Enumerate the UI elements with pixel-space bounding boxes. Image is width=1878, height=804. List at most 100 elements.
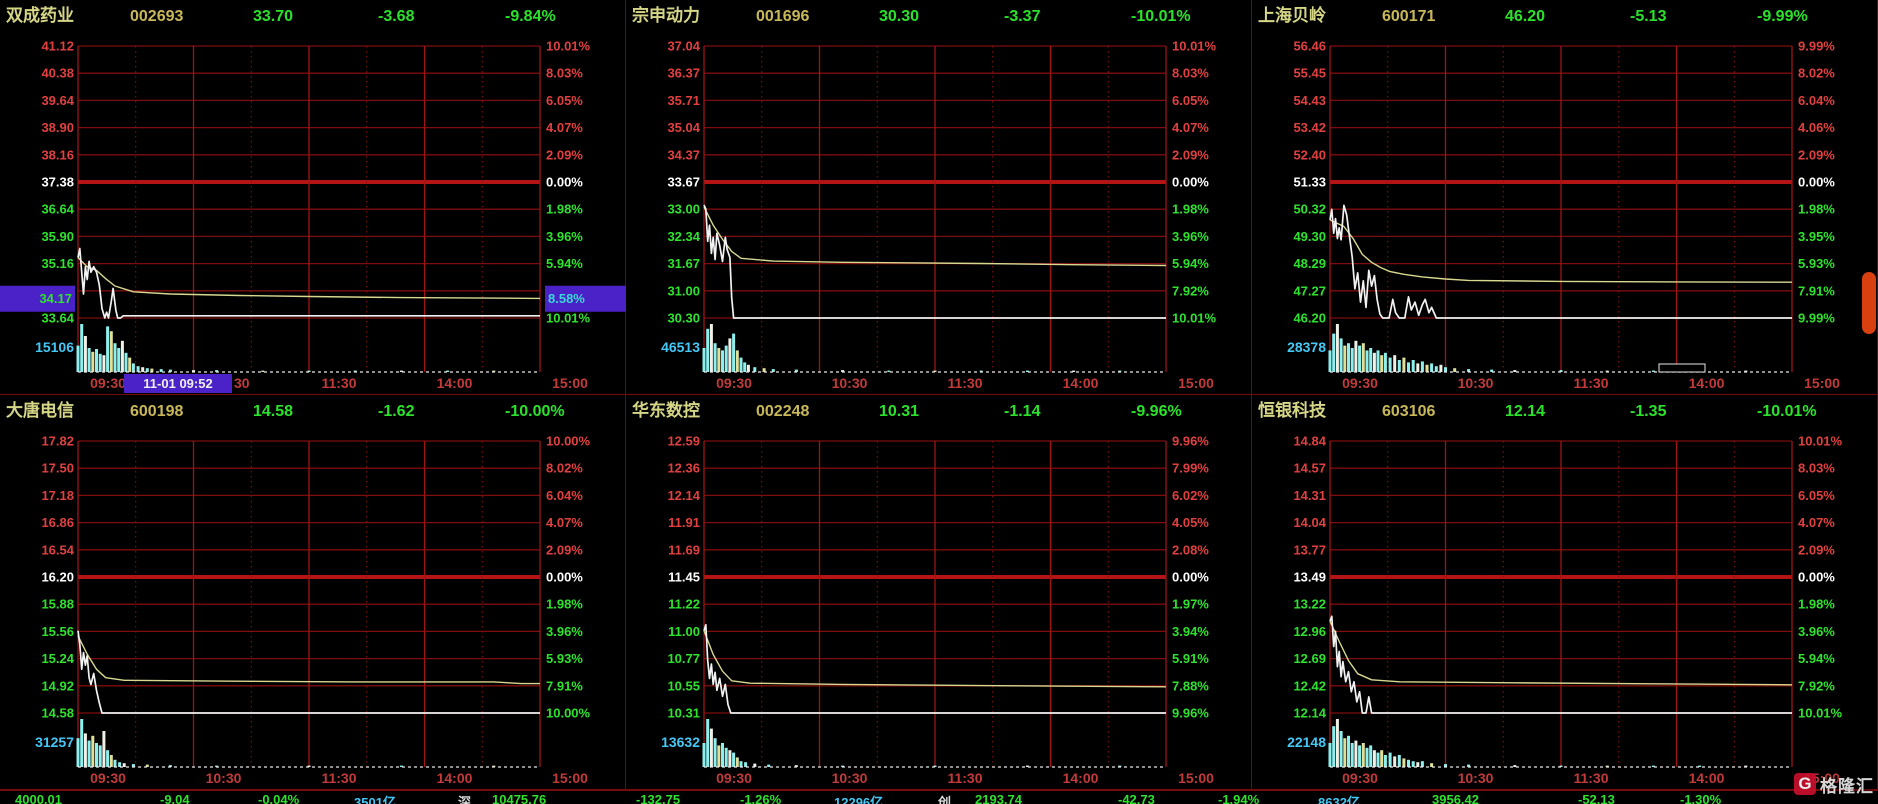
time-axis-label: 11:30 (321, 375, 356, 391)
volume-bar (307, 370, 311, 372)
last-price: 46.20 (1505, 8, 1545, 25)
volume-bar (1361, 743, 1365, 767)
pct-axis-label: 3.96% (546, 229, 583, 244)
volume-bar (109, 755, 113, 767)
price-axis-label: 10.55 (667, 678, 700, 693)
price-change: -3.68 (378, 8, 415, 25)
volume-bar (1372, 750, 1376, 767)
stock-chart-panel-603106[interactable]: 恒银科技 603106 12.14 -1.35 -10.01% 14.84 10.01% 14… (1252, 395, 1878, 790)
price-axis-label: 46.20 (1293, 311, 1326, 326)
price-axis-label: 14.84 (1293, 434, 1326, 449)
time-axis-label: 09:30 (1342, 770, 1378, 786)
price-axis-label: 35.90 (41, 229, 74, 244)
pct-axis-label: 5.93% (546, 651, 583, 666)
price-axis-label: 14.57 (1293, 461, 1326, 476)
price-axis-label: 38.16 (41, 147, 74, 162)
index-ticker-item: 10475.76 (492, 792, 547, 804)
gelonghui-logo-icon: G (1794, 773, 1816, 795)
index-ticker-bar: 4000.01 -9.04 -0.04% 3501亿 深 10475.76 -132.75 -… (0, 790, 1878, 804)
pct-axis-label: 4.07% (546, 120, 583, 135)
volume-bar (124, 352, 128, 372)
stock-chart-panel-002693[interactable]: 双成药业 002693 33.70 -3.68 -9.84% 41.12 10.01% 40.… (0, 0, 626, 395)
pct-axis-label: 7.92% (1172, 283, 1209, 298)
volume-bar (1376, 752, 1380, 767)
pct-axis-label: 9.99% (1798, 311, 1835, 326)
price-axis-label: 12.42 (1293, 678, 1326, 693)
index-ticker-item: 12296亿 (834, 795, 884, 804)
time-axis-label: 10:30 (1458, 770, 1494, 786)
volume-bar (76, 345, 80, 372)
volume-bar (767, 764, 771, 767)
stock-code: 600198 (130, 403, 183, 420)
price-axis-label: 32.34 (667, 229, 700, 244)
volume-bar (83, 336, 87, 372)
price-line (703, 623, 1166, 714)
index-ticker-item: 8632亿 (1318, 795, 1360, 804)
pct-axis-label: 7.92% (1798, 678, 1835, 693)
stock-chart-panel-600198[interactable]: 大唐电信 600198 14.58 -1.62 -10.00% 17.82 10.00% 17… (0, 395, 626, 790)
pct-axis-label: 3.94% (1172, 624, 1209, 639)
volume-bar (1343, 738, 1347, 767)
pct-axis-label: 1.98% (1798, 202, 1835, 217)
volume-bar (1118, 370, 1122, 372)
volume-bar (1698, 765, 1702, 767)
pct-axis-label: 6.04% (546, 488, 583, 503)
pct-axis-label: 1.98% (546, 202, 583, 217)
pct-axis-label: 1.98% (1172, 202, 1209, 217)
stock-chart-panel-002248[interactable]: 华东数控 002248 10.31 -1.14 -9.96% 12.59 9.96% 12.3… (626, 395, 1252, 790)
volume-bar (76, 738, 80, 767)
last-price: 30.30 (879, 8, 919, 25)
price-axis-label: 14.31 (1293, 488, 1326, 503)
price-line (77, 630, 540, 714)
average-price-line (77, 257, 541, 300)
index-ticker-item: 创 (938, 795, 952, 804)
volume-bar (717, 348, 721, 372)
pct-axis-label: 8.02% (546, 461, 583, 476)
pct-axis-label: 10.01% (1798, 706, 1843, 721)
volume-bar (1402, 758, 1406, 767)
volume-bar (1358, 345, 1362, 372)
volume-bar (122, 763, 126, 767)
time-axis-label: 11:30 (1573, 375, 1608, 391)
price-line (77, 247, 540, 319)
pct-axis-label: 9.96% (1172, 434, 1209, 449)
pct-axis-label: 4.05% (1172, 515, 1209, 530)
stock-chart-panel-001696[interactable]: 宗申动力 001696 30.30 -3.37 -10.01% 37.04 10.01% 36… (626, 0, 1252, 395)
stock-name: 双成药业 (6, 5, 74, 25)
pct-axis-label: 0.00% (1172, 175, 1209, 190)
volume-bar (702, 348, 706, 372)
pct-axis-label: 4.06% (1798, 120, 1835, 135)
last-price: 33.70 (253, 8, 293, 25)
price-axis-label: 33.67 (667, 175, 700, 190)
pct-axis-label: 4.07% (1172, 120, 1209, 135)
crosshair-price-readout: 34.17 (39, 291, 72, 306)
pct-axis-label: 8.03% (546, 66, 583, 81)
volume-bar (887, 370, 891, 372)
stock-code: 600171 (1382, 8, 1435, 25)
volume-bar (102, 731, 106, 767)
price-axis-label: 41.12 (41, 39, 74, 54)
price-axis-label: 54.43 (1293, 93, 1326, 108)
volume-bar (744, 762, 748, 767)
stock-chart-panel-600171[interactable]: 上海贝岭 600171 46.20 -5.13 -9.99% 56.46 9.99% 55.4… (1252, 0, 1878, 395)
average-price-line (703, 630, 1167, 688)
volume-bar (261, 370, 265, 372)
price-change-pct: -9.99% (1757, 8, 1808, 25)
scrollbar-thumb[interactable] (1862, 272, 1876, 334)
pct-axis-label: 10.01% (1172, 311, 1217, 326)
volume-bar (1025, 765, 1029, 767)
stock-name: 宗申动力 (632, 5, 700, 25)
crosshair-time-box (124, 374, 232, 393)
volume-bar (1380, 750, 1384, 767)
volume-bar (145, 764, 149, 767)
price-axis-label: 33.64 (41, 311, 74, 326)
price-axis-label: 35.71 (667, 93, 700, 108)
volume-bar (1339, 338, 1343, 372)
price-axis-label: 12.14 (1293, 706, 1326, 721)
volume-bar (215, 370, 219, 372)
index-ticker-item: 4000.01 (15, 792, 62, 804)
volume-bar (95, 349, 98, 372)
volume-bar (1343, 345, 1347, 372)
price-axis-label: 35.16 (41, 256, 74, 271)
price-axis-label: 35.04 (667, 120, 700, 135)
